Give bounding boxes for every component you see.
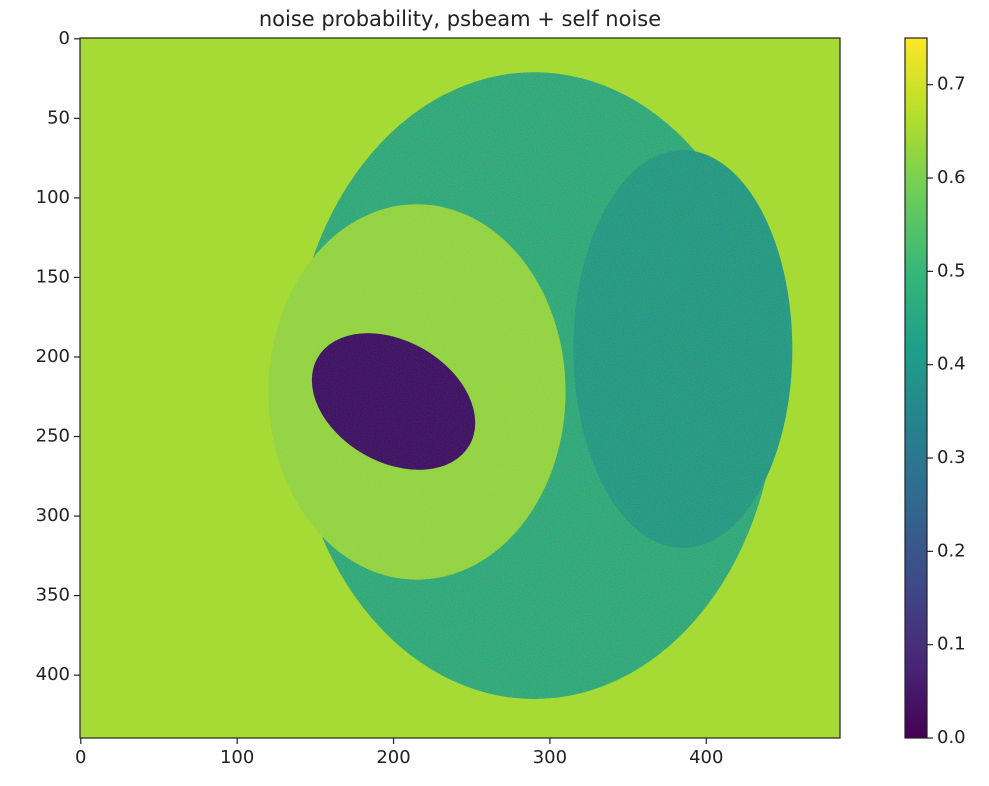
- image-texture: [311, 333, 476, 470]
- colorbar-tick-label: 0.5: [937, 260, 966, 281]
- x-tick-label: 0: [75, 747, 86, 768]
- colorbar: [904, 37, 928, 739]
- y-tick-label: 100: [36, 187, 70, 208]
- chart-title: noise probability, psbeam + self noise: [259, 7, 661, 31]
- x-tick-label: 100: [220, 747, 254, 768]
- colorbar-tick-label: 0.2: [937, 540, 966, 561]
- y-tick-label: 50: [47, 107, 70, 128]
- y-tick-label: 300: [36, 505, 70, 526]
- y-tick-label: 0: [59, 28, 70, 49]
- colorbar-tick-label: 0.4: [937, 354, 966, 375]
- image: [80, 38, 840, 738]
- axes-frame: [79, 37, 841, 739]
- y-tick-label: 350: [36, 585, 70, 606]
- colorbar-tick-label: 0.3: [937, 447, 966, 468]
- image-texture: [573, 150, 793, 548]
- x-tick-label: 400: [689, 747, 723, 768]
- colorbar-tick-label: 0.1: [937, 634, 966, 655]
- x-tick-label: 300: [533, 747, 567, 768]
- x-tick-label: 200: [376, 747, 410, 768]
- y-tick-label: 150: [36, 266, 70, 287]
- colorbar-tick-label: 0.0: [937, 727, 966, 748]
- y-tick-label: 200: [36, 346, 70, 367]
- y-tick-label: 250: [36, 426, 70, 447]
- colorbar-tick-label: 0.7: [937, 74, 966, 95]
- y-tick-label: 400: [36, 664, 70, 685]
- colorbar-tick-label: 0.6: [937, 167, 966, 188]
